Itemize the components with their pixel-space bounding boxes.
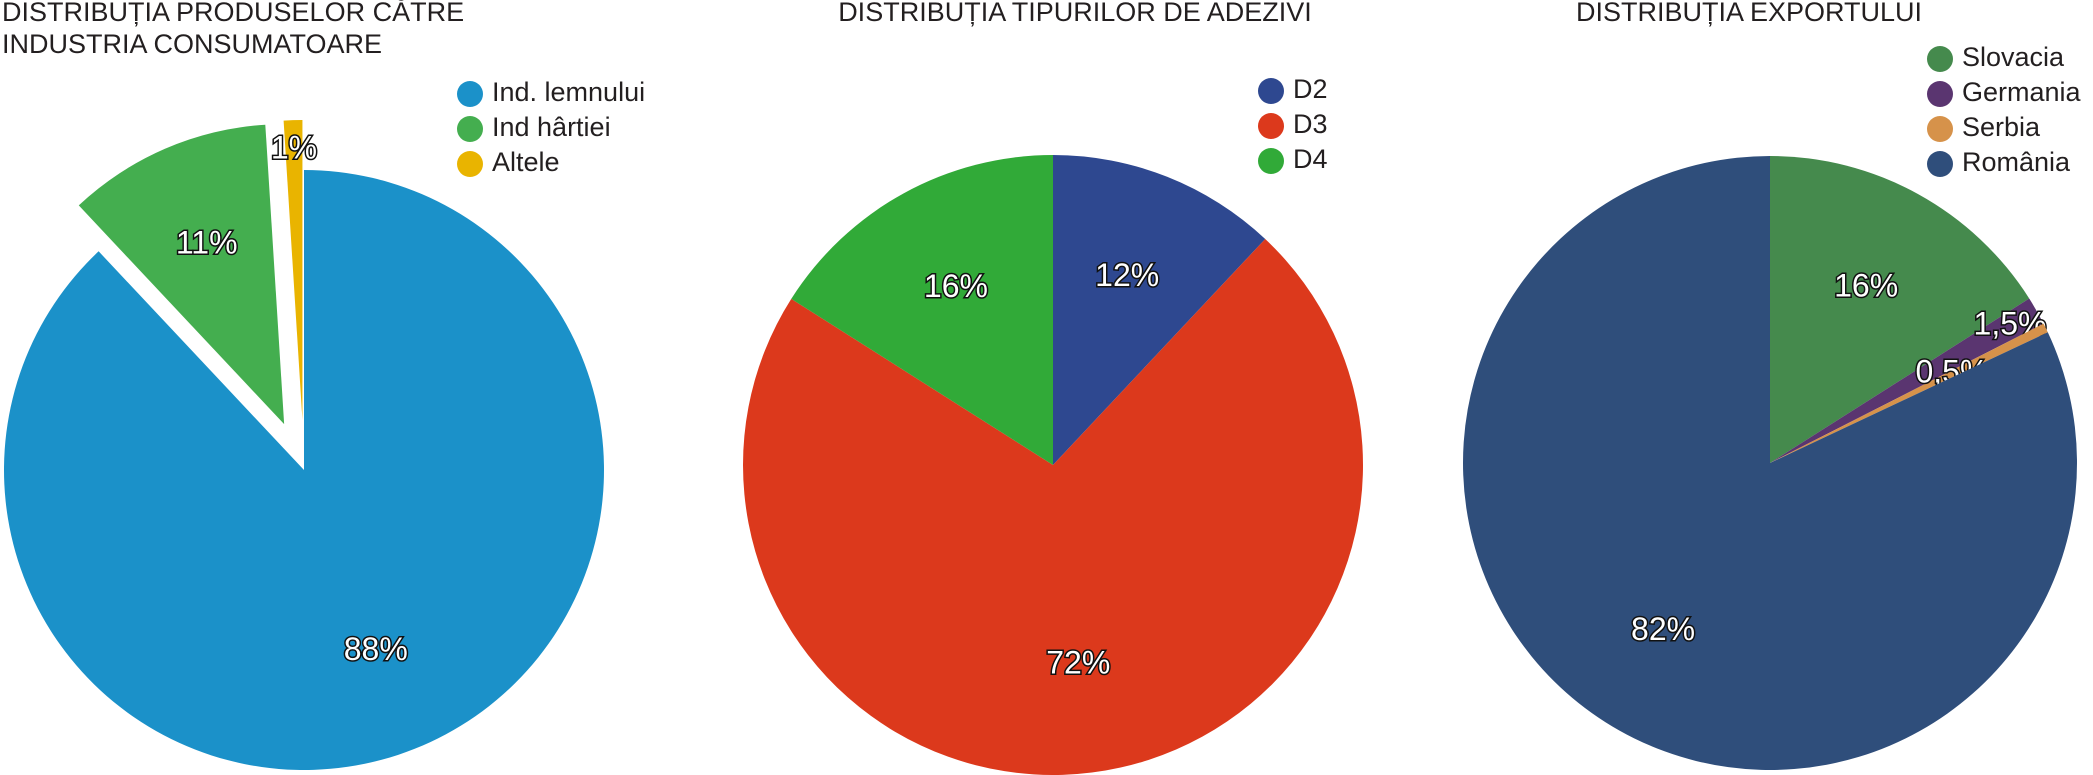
legend-marker [1927, 151, 1953, 177]
pie-slice [1770, 323, 2048, 463]
legend-label: D2 [1293, 74, 1328, 104]
pie-slice [742, 239, 1363, 775]
value-label: 72% [1046, 644, 1110, 680]
value-label: 16% [924, 268, 988, 304]
legend-label: D3 [1293, 109, 1328, 139]
title-line: DISTRIBUȚIA PRODUSELOR CĂTRE [2, 0, 464, 27]
value-label: 1% [271, 130, 317, 166]
pie-slice [1462, 156, 2077, 770]
legend-label: Altele [492, 147, 560, 177]
value-label: 82% [1631, 611, 1695, 647]
pie-slice [791, 155, 1053, 465]
legend-label: Ind hârtiei [492, 112, 611, 142]
legend-marker [457, 151, 483, 177]
legend-marker [1258, 148, 1284, 174]
chart-title: DISTRIBUȚIA PRODUSELOR CĂTRE INDUSTRIA CO… [2, 0, 464, 59]
legend-marker [1258, 78, 1284, 104]
legend-marker [457, 81, 483, 107]
pie-slice [78, 124, 285, 425]
pie-slice [4, 170, 604, 770]
legend-label: Serbia [1962, 112, 2041, 142]
title-line: INDUSTRIA CONSUMATOARE [2, 29, 382, 59]
value-label: 88% [344, 631, 408, 667]
legend-label: Slovacia [1962, 42, 2065, 72]
legend-marker [457, 116, 483, 142]
value-label: 16% [1834, 268, 1898, 304]
pie-slice [283, 120, 303, 421]
legend-label: Germania [1962, 77, 2082, 107]
chart-title: DISTRIBUȚIA EXPORTULUI [1576, 0, 1922, 27]
legend-marker [1927, 81, 1953, 107]
legend-label: România [1962, 147, 2071, 177]
pie-slice [1053, 155, 1266, 465]
chart-title: DISTRIBUȚIA TIPURILOR DE ADEZIVI [838, 0, 1312, 27]
legend-label: D4 [1293, 144, 1328, 174]
legend-marker [1927, 116, 1953, 142]
pie-slice [1770, 298, 2044, 463]
legend-label: Ind. lemnului [492, 77, 645, 107]
value-label: 11% [176, 225, 238, 261]
value-label: 12% [1095, 257, 1159, 293]
legend-marker [1258, 113, 1284, 139]
value-label: 1,5% [1974, 306, 2047, 342]
pie-slice [1770, 156, 2030, 463]
legend-marker [1927, 46, 1953, 72]
